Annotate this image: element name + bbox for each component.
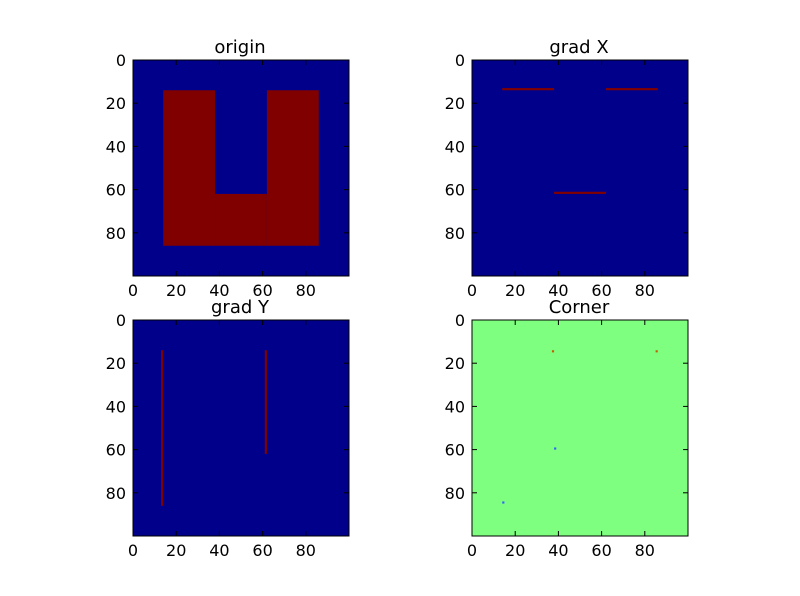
heatmap-cell (554, 191, 606, 194)
heatmap-cell (163, 90, 216, 246)
y-tick-label: 80 (106, 224, 126, 243)
panel-title: grad X (549, 37, 608, 58)
x-tick-label: 40 (209, 281, 229, 300)
x-tick-label: 40 (209, 541, 229, 560)
x-tick-label: 20 (505, 281, 525, 300)
panel-corner: 0 20 40 60 80 0 20 40 60 80 Corner (445, 297, 689, 560)
y-tick-label: 0 (455, 311, 465, 330)
image-background (472, 60, 688, 276)
x-tick-label: 20 (166, 281, 186, 300)
heatmap-cell (264, 350, 267, 454)
y-tick-label: 20 (106, 94, 126, 113)
x-tick-label: 80 (296, 281, 316, 300)
image-background (472, 320, 688, 536)
axes-frame (471, 59, 689, 277)
y-tick-label: 60 (445, 181, 465, 200)
y-tick-label: 60 (445, 441, 465, 460)
panel-title: origin (214, 37, 265, 58)
x-tick-label: 0 (128, 541, 138, 560)
y-tick-label: 0 (116, 51, 126, 70)
panel-title: grad Y (211, 297, 270, 318)
heatmap-cell (502, 501, 505, 504)
y-tick-label: 0 (116, 311, 126, 330)
y-tick-label: 80 (445, 484, 465, 503)
y-tick-label: 40 (445, 137, 465, 156)
y-tick-label: 60 (106, 181, 126, 200)
x-tick-label: 40 (548, 281, 568, 300)
y-tick-label: 40 (106, 137, 126, 156)
y-tick-label: 60 (106, 441, 126, 460)
x-tick-label: 60 (591, 541, 611, 560)
y-tick-label: 0 (455, 51, 465, 70)
x-tick-label: 0 (128, 281, 138, 300)
x-tick-label: 0 (467, 541, 477, 560)
x-tick-label: 60 (252, 281, 272, 300)
y-tick-label: 80 (445, 224, 465, 243)
heatmap-cell (266, 90, 319, 246)
heatmap-cell (605, 88, 658, 91)
x-tick-label: 80 (635, 281, 655, 300)
x-tick-label: 20 (505, 541, 525, 560)
x-tick-label: 40 (548, 541, 568, 560)
x-tick-label: 80 (296, 541, 316, 560)
x-tick-label: 60 (252, 541, 272, 560)
x-tick-label: 20 (166, 541, 186, 560)
panel-grad-y: 0 20 40 60 80 0 20 40 60 80 grad Y (106, 297, 350, 560)
x-tick-label: 60 (591, 281, 611, 300)
heatmap-cell (161, 350, 164, 506)
axes-frame (132, 319, 350, 537)
y-tick-label: 80 (106, 484, 126, 503)
heatmap-cell (215, 193, 267, 246)
heatmap-cell (551, 350, 555, 353)
y-tick-label: 20 (445, 354, 465, 373)
y-tick-label: 40 (445, 397, 465, 416)
x-tick-label: 0 (467, 281, 477, 300)
axes-frame (132, 59, 350, 277)
panel-grad-x: 0 20 40 60 80 0 20 40 60 80 grad X (445, 37, 689, 300)
heatmap-cell (502, 88, 555, 91)
x-tick-label: 80 (635, 541, 655, 560)
image-background (133, 320, 349, 536)
panel-origin: 0 20 40 60 80 0 20 40 60 80 origin (106, 37, 350, 300)
heatmap-cell (554, 447, 557, 450)
axes-frame (471, 319, 689, 537)
panel-title: Corner (549, 297, 610, 318)
y-tick-label: 20 (445, 94, 465, 113)
y-tick-label: 40 (106, 397, 126, 416)
y-tick-label: 20 (106, 354, 126, 373)
heatmap-cell (655, 350, 658, 353)
